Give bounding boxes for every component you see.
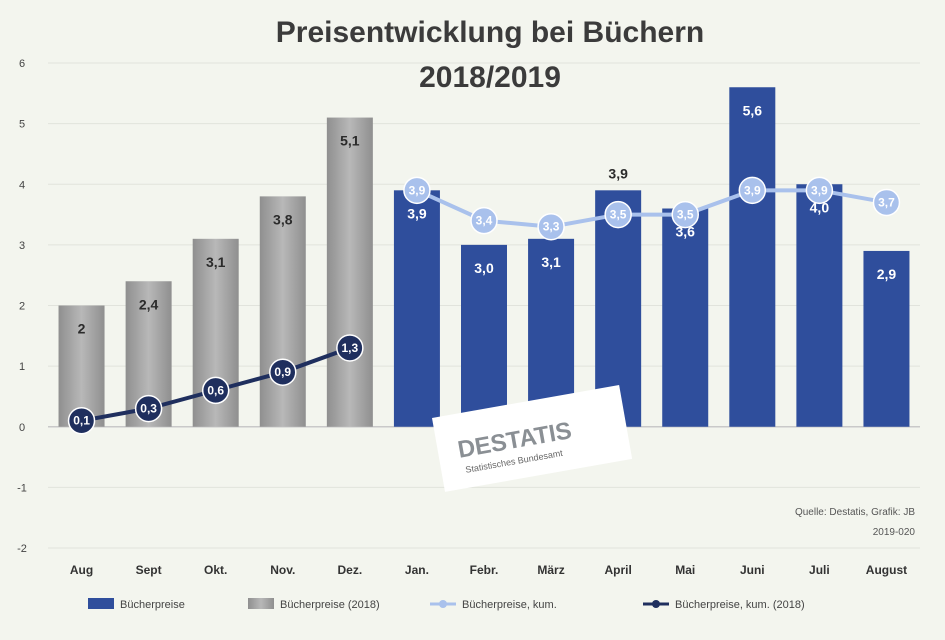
bar-data-label: 3,9: [407, 205, 427, 221]
line-point: [671, 200, 699, 229]
line-point: [805, 176, 834, 205]
bar-data-label: 4,0: [810, 199, 830, 215]
legend-label: Bücherpreise, kum.: [462, 599, 557, 611]
line-point: [201, 376, 230, 405]
line-point: [336, 334, 364, 362]
x-tick-label: Juni: [740, 563, 765, 577]
point-data-label: 1,3: [342, 341, 359, 355]
logo-background: [432, 385, 633, 492]
bar: [259, 196, 306, 427]
x-tick-label: Aug: [70, 563, 93, 577]
bar-data-label: 3,8: [273, 211, 293, 227]
x-tick-label: Mai: [675, 563, 695, 577]
line-point: [604, 200, 632, 229]
legend-label: Bücherpreise, kum. (2018): [675, 599, 805, 611]
x-tick-label: August: [866, 563, 907, 577]
legend: Bücherpreise Bücherpreise (2018) Bücherpre…: [88, 598, 805, 611]
source-line-2: 2019-020: [873, 527, 916, 538]
line-point: [134, 394, 163, 423]
x-tick-label: Sept: [136, 563, 162, 577]
bar-data-label: 5,6: [743, 102, 763, 118]
point-data-label: 3,9: [811, 183, 828, 197]
y-axis-ticks: 6 5 4 3 2 1 0 -1 -2: [17, 58, 27, 555]
y-tick-label: -2: [17, 543, 27, 555]
y-tick-label: 5: [19, 119, 25, 131]
y-tick-label: 1: [19, 361, 25, 373]
bar: [662, 208, 709, 427]
destatis-logo: DESTATIS Statistisches Bundesamt: [432, 385, 633, 492]
point-data-label: 0,6: [207, 383, 224, 397]
line-point: [470, 206, 498, 235]
bar-data-label: 2,9: [877, 266, 897, 282]
y-tick-label: -1: [17, 482, 27, 494]
lines: 3,9 3,4 3,3 3,5 3,5 3,9 3,9 3,7 0,1 0,3 0,6 0,9 1,3: [67, 176, 901, 435]
y-tick-label: 4: [19, 179, 25, 191]
y-tick-label: 0: [19, 422, 25, 434]
x-tick-label: Okt.: [204, 563, 227, 577]
legend-label: Bücherpreise: [120, 599, 185, 611]
point-data-label: 3,5: [610, 208, 627, 222]
bar-data-label: 2,4: [139, 296, 159, 312]
point-data-label: 0,1: [73, 414, 90, 428]
bar: [796, 184, 843, 427]
line-point: [269, 358, 297, 386]
legend-label: Bücherpreise (2018): [280, 599, 380, 611]
bars: 3,9 3,0 3,1 3,9 3,6 5,6 4,0 2,9 2 2,4 3,1 3,8 5,1: [58, 87, 910, 427]
x-tick-label: Jan.: [405, 563, 429, 577]
bar: [729, 87, 776, 427]
chart-title-line-2: 2018/2019: [419, 61, 561, 94]
chart-title: Preisentwicklung bei Büchern 2018/2019: [276, 16, 704, 94]
bar: [58, 305, 105, 427]
bar-data-label: 3,1: [541, 254, 561, 270]
y-tick-label: 3: [19, 240, 25, 252]
x-tick-label: Nov.: [270, 563, 295, 577]
bar: [326, 117, 373, 427]
point-data-label: 3,3: [543, 220, 560, 234]
bar: [393, 190, 440, 427]
line-point: [67, 406, 96, 435]
legend-swatch-marker: [652, 600, 660, 608]
bar-data-label: 2: [78, 321, 86, 337]
x-tick-label: Dez.: [338, 563, 363, 577]
bar-data-label: 3,9: [608, 165, 628, 181]
line-point: [738, 176, 767, 205]
point-data-label: 3,7: [878, 195, 895, 209]
line-point: [872, 188, 901, 217]
point-data-label: 3,9: [409, 183, 426, 197]
y-tick-label: 2: [19, 301, 25, 313]
line-point: [537, 212, 565, 241]
bar-data-label: 3,6: [675, 224, 695, 240]
source-line-1: Quelle: Destatis, Grafik: JB: [795, 507, 915, 518]
point-data-label: 3,5: [677, 208, 694, 222]
source-note: Quelle: Destatis, Grafik: JB 2019-020: [795, 507, 915, 538]
point-data-label: 3,9: [744, 183, 761, 197]
point-data-label: 0,3: [140, 402, 157, 416]
legend-swatch: [248, 598, 274, 609]
chart-title-line-1: Preisentwicklung bei Büchern: [276, 16, 704, 49]
bar-data-label: 3,0: [474, 260, 494, 276]
x-tick-label: Juli: [809, 563, 830, 577]
legend-swatch-marker: [439, 600, 447, 608]
line-point: [403, 176, 431, 205]
x-axis-ticks: Aug Sept Okt. Nov. Dez. Jan. Febr. März April Mai…: [70, 563, 907, 577]
bar: [461, 244, 507, 427]
bar-data-label: 3,1: [206, 254, 226, 270]
x-tick-label: März: [537, 563, 564, 577]
x-tick-label: April: [604, 563, 631, 577]
bar-data-label: 5,1: [340, 133, 360, 149]
point-data-label: 0,9: [274, 365, 291, 379]
legend-swatch: [88, 598, 114, 609]
y-tick-label: 6: [19, 58, 25, 70]
x-tick-label: Febr.: [470, 563, 499, 577]
bar: [863, 250, 910, 427]
point-data-label: 3,4: [476, 214, 493, 228]
